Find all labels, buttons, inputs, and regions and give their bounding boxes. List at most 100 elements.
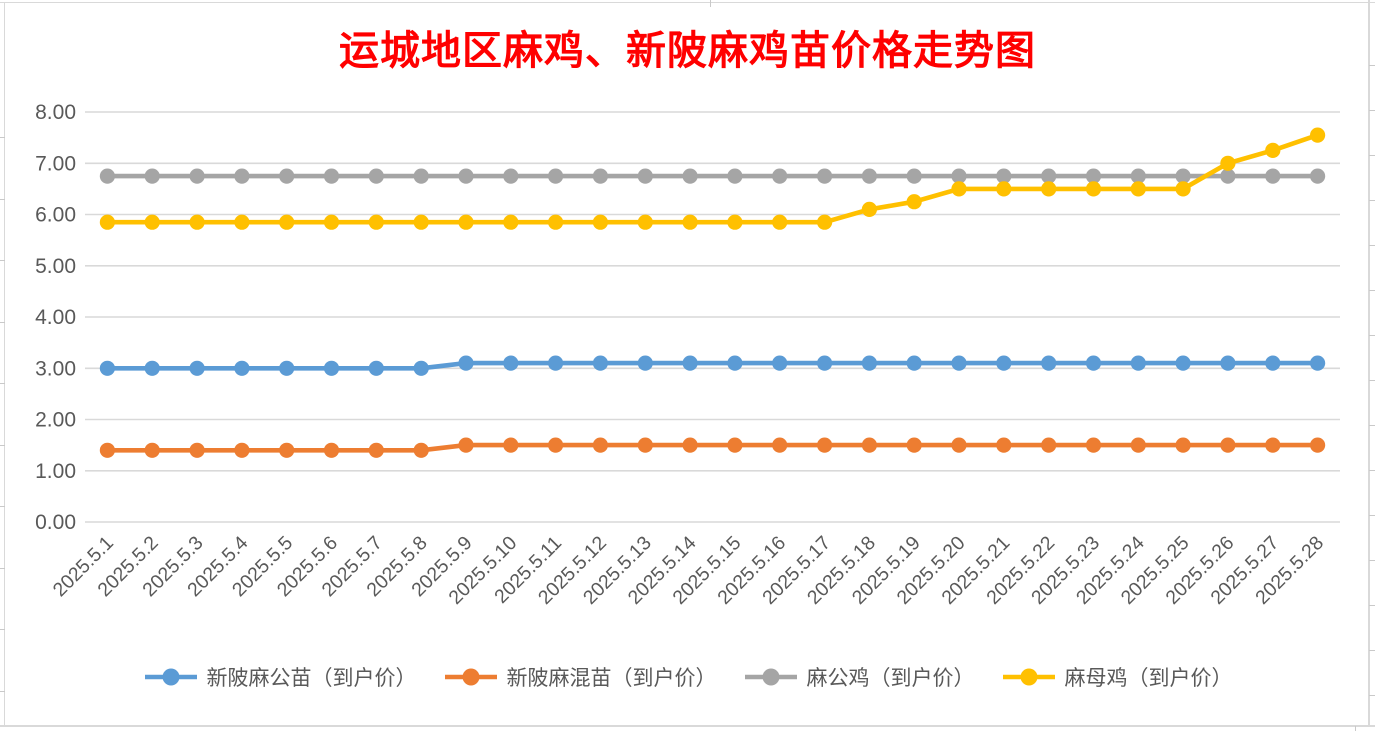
data-point (817, 168, 833, 184)
data-point (1265, 142, 1281, 158)
y-axis-tick-label: 7.00 (35, 152, 76, 175)
data-point (99, 214, 115, 230)
data-point (1310, 355, 1326, 371)
data-point (682, 437, 698, 453)
worksheet-gridline-stub (1369, 470, 1375, 471)
data-point (1310, 437, 1326, 453)
y-axis-tick-label: 3.00 (35, 357, 76, 380)
worksheet-gridline-top (0, 2, 1375, 3)
y-axis-tick-label: 1.00 (35, 460, 76, 483)
data-point (772, 355, 788, 371)
legend-label: 新陂麻混苗（到户价） (506, 667, 717, 690)
data-point (727, 355, 743, 371)
data-point (323, 360, 340, 376)
data-point (817, 355, 833, 371)
chart-title: 运城地区麻鸡、新陂麻鸡苗价格走势图 (339, 28, 1036, 73)
legend-label: 麻母鸡（到户价） (1064, 667, 1233, 690)
worksheet-gridline-stub (1369, 695, 1375, 696)
data-point (368, 360, 384, 376)
worksheet-gridline-stub (0, 383, 5, 384)
data-point (279, 168, 295, 184)
worksheet-gridline-stub (1369, 290, 1375, 291)
data-point (1175, 437, 1191, 453)
data-point (727, 214, 743, 230)
data-point (234, 168, 250, 184)
data-point (1130, 437, 1146, 453)
data-point (503, 214, 519, 230)
data-point (279, 442, 295, 458)
data-point (637, 355, 653, 371)
worksheet-gridline-stub (0, 506, 5, 507)
data-point (548, 437, 564, 453)
y-axis-tick-label: 8.00 (35, 101, 76, 124)
data-point (368, 214, 384, 230)
data-point (368, 442, 384, 458)
legend-marker (144, 668, 197, 686)
data-point (368, 168, 384, 184)
data-point (503, 168, 519, 184)
data-point (1220, 437, 1236, 453)
data-point (727, 437, 743, 453)
data-point (1265, 355, 1281, 371)
data-point (1220, 155, 1236, 171)
data-point (548, 168, 564, 184)
legend-label: 麻公鸡（到户价） (806, 667, 975, 690)
worksheet-gridline-right (1368, 0, 1370, 727)
data-point (772, 214, 788, 230)
data-point (323, 214, 340, 230)
data-point (548, 214, 564, 230)
data-point (548, 355, 564, 371)
data-point (817, 437, 833, 453)
data-point (996, 437, 1012, 453)
data-point (1085, 181, 1102, 197)
data-point (234, 442, 250, 458)
y-axis-tick-label: 0.00 (35, 511, 76, 534)
data-point (951, 355, 967, 371)
price-trend-chart: 0.001.002.003.004.005.006.007.008.002025… (35, 101, 1340, 609)
data-point (1220, 355, 1236, 371)
data-point (906, 437, 922, 453)
data-point (323, 168, 340, 184)
legend-item-1: 新陂麻混苗（到户价） (443, 662, 717, 692)
data-point (951, 181, 967, 197)
data-point (189, 442, 205, 458)
data-point (772, 437, 788, 453)
data-point (234, 360, 250, 376)
worksheet-gridline-left (4, 2, 5, 726)
data-point (1085, 168, 1102, 184)
legend-label: 新陂麻公苗（到户价） (206, 667, 417, 690)
data-point (1220, 168, 1236, 184)
y-axis-tick-label: 6.00 (35, 204, 76, 227)
worksheet-gridline-bottom (0, 725, 1375, 727)
data-point (503, 437, 519, 453)
worksheet-gridline-stub (1369, 65, 1375, 66)
data-point (413, 168, 429, 184)
legend-item-0: 新陂麻公苗（到户价） (143, 662, 417, 692)
data-point (727, 168, 743, 184)
data-point (592, 168, 609, 184)
data-point (279, 360, 295, 376)
data-point (1265, 168, 1281, 184)
data-point (1310, 127, 1326, 143)
data-point (189, 168, 205, 184)
worksheet-gridline-stub (0, 321, 5, 323)
data-point (144, 168, 160, 184)
data-point (413, 442, 429, 458)
data-point (458, 437, 474, 453)
series-line-0 (107, 360, 1318, 371)
data-point (682, 168, 698, 184)
data-point (592, 437, 609, 453)
data-point (189, 360, 205, 376)
worksheet-gridline-stub (1355, 726, 1356, 731)
data-point (861, 437, 878, 453)
data-point (323, 442, 340, 458)
worksheet-gridline-stub (1369, 155, 1375, 156)
data-point (772, 168, 788, 184)
data-point (144, 214, 160, 230)
worksheet-gridline-stub (710, 0, 711, 7)
data-point (817, 214, 833, 230)
worksheet-gridline-stub (0, 567, 5, 569)
worksheet-gridline-stub (1369, 605, 1375, 606)
data-point (637, 214, 653, 230)
